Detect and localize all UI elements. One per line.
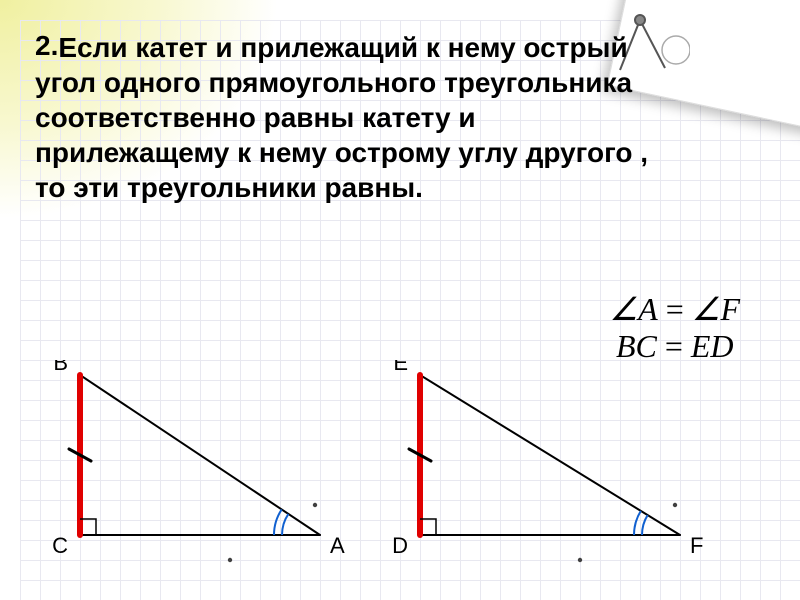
eq1-left: ∠A — [609, 291, 657, 327]
svg-text:F: F — [690, 533, 703, 558]
svg-text:A: A — [330, 533, 345, 558]
triangle-area: B C A E D F — [0, 360, 800, 590]
theorem-number: 2. — [35, 30, 58, 61]
triangles-svg: B C A E D F — [0, 360, 800, 590]
theorem-text: Если катет и прилежащий к нему острый уг… — [35, 32, 648, 203]
equations-block: ∠A = ∠F BC = ED — [609, 290, 740, 365]
theorem-block: 2.Если катет и прилежащий к нему острый … — [35, 30, 655, 205]
eq1-right: ∠F — [692, 291, 740, 327]
eq2-mid: = — [657, 328, 691, 364]
eq2-right: ED — [691, 328, 734, 364]
eq1-mid: = — [658, 291, 692, 327]
eq2-left: BC — [616, 328, 657, 364]
equation-angle: ∠A = ∠F — [609, 290, 740, 328]
svg-text:D: D — [392, 533, 408, 558]
svg-text:E: E — [393, 360, 408, 375]
svg-text:C: C — [52, 533, 68, 558]
svg-text:B: B — [53, 360, 68, 375]
